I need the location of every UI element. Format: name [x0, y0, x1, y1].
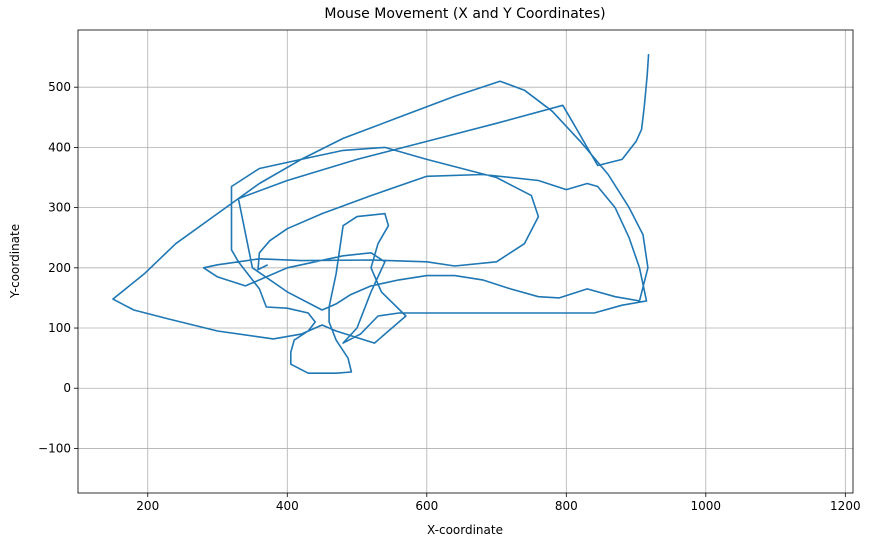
- y-tick-label: 500: [48, 80, 71, 94]
- y-tick-label: −100: [38, 441, 71, 455]
- x-tick-label: 800: [555, 499, 578, 513]
- x-tick-label: 600: [415, 499, 438, 513]
- y-tick-label: 0: [63, 381, 71, 395]
- y-tick-label: 300: [48, 201, 71, 215]
- x-tick-label: 1200: [830, 499, 861, 513]
- data-line: [112, 54, 650, 374]
- y-tick-label: 100: [48, 321, 71, 335]
- plot-frame: [77, 29, 854, 494]
- y-tick-label: 200: [48, 261, 71, 275]
- y-axis-label: Y-coordinate: [8, 224, 22, 299]
- y-tick-label: 400: [48, 140, 71, 154]
- x-tick-label: 400: [276, 499, 299, 513]
- x-tick-label: 200: [136, 499, 159, 513]
- x-axis-label: X-coordinate: [427, 523, 503, 537]
- chart-title: Mouse Movement (X and Y Coordinates): [324, 6, 605, 22]
- x-tick-label: 1000: [691, 499, 722, 513]
